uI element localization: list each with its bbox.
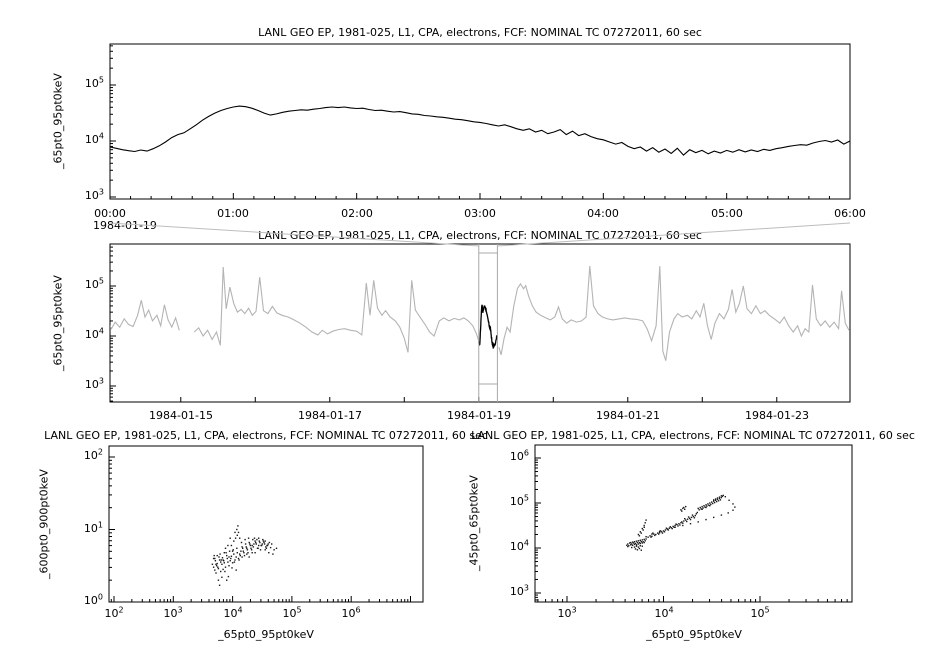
x-tick-label: 105 bbox=[750, 605, 770, 620]
scatter1-x-axis-label: _65pt0_95pt0keV bbox=[218, 628, 314, 641]
time-tick-label: 04:00 bbox=[587, 207, 619, 220]
y-tick-label: 101 bbox=[83, 520, 103, 535]
y-tick-label: 106 bbox=[509, 448, 529, 463]
date-tick-label: 1984-01-15 bbox=[149, 409, 213, 422]
y-tick-label: 100 bbox=[83, 592, 103, 607]
y-tick-label: 105 bbox=[84, 276, 104, 291]
x-tick-label: 106 bbox=[341, 605, 361, 620]
context-panel-title: LANL GEO EP, 1981-025, L1, CPA, electron… bbox=[258, 229, 702, 242]
y-tick-label: 103 bbox=[84, 376, 104, 391]
scatter2-y-axis-label: _45pt0_65pt0keV bbox=[467, 475, 481, 571]
y-tick-label: 103 bbox=[84, 187, 104, 202]
date-tick-label: 1984-01-23 bbox=[745, 409, 809, 422]
y-tick-label: 102 bbox=[83, 447, 103, 462]
scatter1-panel-title: LANL GEO EP, 1981-025, L1, CPA, electron… bbox=[44, 429, 488, 442]
time-tick-label: 00:00 bbox=[94, 207, 126, 220]
context-y-axis-label: _65pt0_95pt0keV bbox=[51, 275, 65, 371]
detail-panel-title: LANL GEO EP, 1981-025, L1, CPA, electron… bbox=[258, 26, 702, 39]
x-tick-label: 103 bbox=[163, 605, 183, 620]
date-tick-label: 1984-01-21 bbox=[596, 409, 660, 422]
y-tick-label: 105 bbox=[509, 493, 529, 508]
scatter1-plot-area[interactable] bbox=[109, 446, 423, 602]
scatter2-x-axis-label: _65pt0_95pt0keV bbox=[646, 628, 742, 641]
scatter2-panel-title: LANL GEO EP, 1981-025, L1, CPA, electron… bbox=[471, 429, 915, 442]
x-tick-label: 104 bbox=[654, 605, 674, 620]
date-tick-label: 1984-01-19 bbox=[447, 409, 511, 422]
time-tick-label: 06:00 bbox=[834, 207, 866, 220]
time-tick-label: 03:00 bbox=[464, 207, 496, 220]
scatter2-plot-area[interactable] bbox=[535, 445, 852, 602]
x-tick-label: 103 bbox=[557, 605, 577, 620]
x-tick-label: 102 bbox=[104, 605, 124, 620]
detail-plot-area[interactable] bbox=[110, 44, 850, 199]
y-tick-label: 104 bbox=[84, 326, 104, 341]
date-tick-label: 1984-01-17 bbox=[298, 409, 362, 422]
x-tick-label: 105 bbox=[282, 605, 302, 620]
time-tick-label: 05:00 bbox=[711, 207, 743, 220]
detail-y-axis-label: _65pt0_95pt0keV bbox=[51, 73, 65, 169]
y-tick-label: 103 bbox=[509, 583, 529, 598]
x-tick-label: 104 bbox=[223, 605, 243, 620]
time-tick-label: 01:00 bbox=[217, 207, 249, 220]
detail-date-label: 1984-01-19 bbox=[93, 219, 157, 232]
context-selection-box[interactable] bbox=[479, 244, 498, 402]
y-tick-label: 104 bbox=[84, 131, 104, 146]
y-tick-label: 104 bbox=[509, 538, 529, 553]
time-tick-label: 02:00 bbox=[341, 207, 373, 220]
scatter1-y-axis-label: _600pt0_900pt0keV bbox=[37, 469, 51, 579]
y-tick-label: 105 bbox=[84, 75, 104, 90]
